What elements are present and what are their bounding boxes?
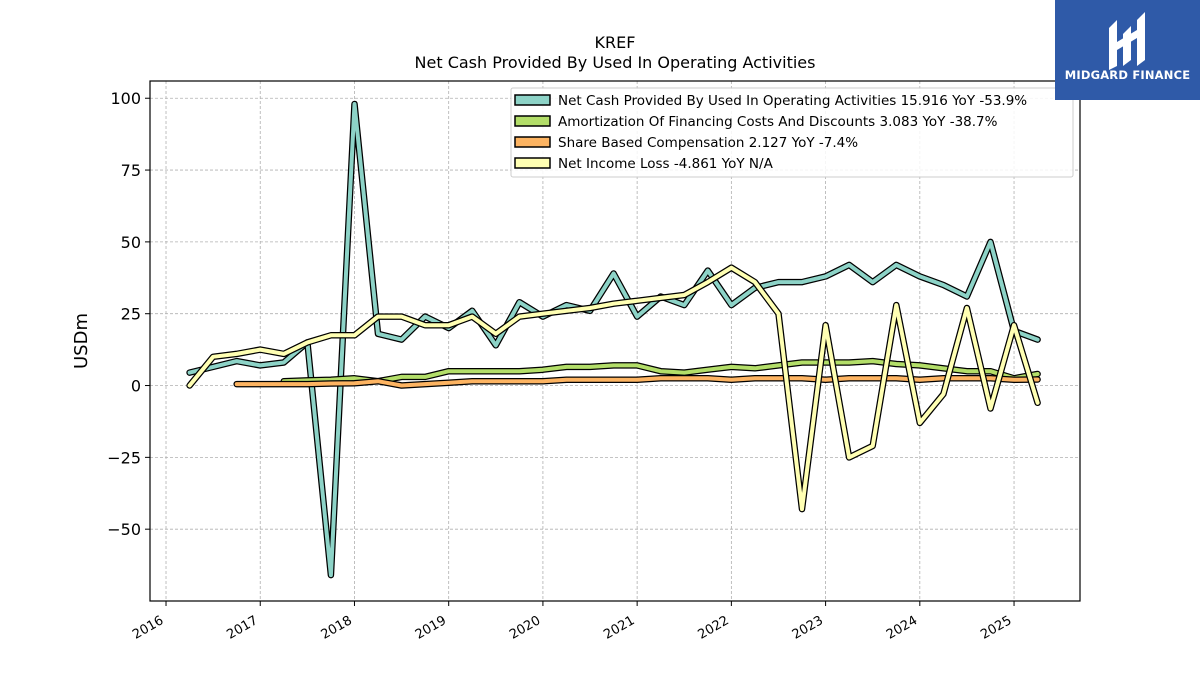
series-layer: [186, 100, 1041, 579]
logo-text: MIDGARD FINANCE: [1064, 68, 1191, 82]
chart-title: KREF: [595, 33, 636, 52]
series-line: [280, 357, 1041, 385]
legend-swatch: [514, 136, 551, 148]
x-tick-label: 2025: [978, 613, 1014, 643]
series-line: [186, 100, 1041, 579]
legend-label: Net Cash Provided By Used In Operating A…: [558, 93, 1027, 109]
series-path: [281, 359, 1040, 384]
legend-swatch: [514, 94, 551, 106]
legend-label: Share Based Compensation 2.127 YoY -7.4%: [558, 135, 858, 151]
x-tick-label: 2016: [130, 613, 166, 643]
y-tick-label: 0: [131, 377, 141, 396]
legend: Net Cash Provided By Used In Operating A…: [510, 87, 1074, 178]
series-path: [187, 265, 1040, 512]
x-tick-label: 2020: [507, 613, 543, 643]
series-path: [234, 376, 1040, 388]
y-tick-label: 75: [121, 161, 141, 180]
x-tick-label: 2019: [413, 613, 449, 643]
legend-label: Amortization Of Financing Costs And Disc…: [558, 114, 998, 130]
x-tick-label: 2021: [601, 613, 637, 643]
x-tick-label: 2017: [224, 613, 260, 643]
y-tick-label: 25: [121, 305, 141, 324]
legend-box: [510, 87, 1074, 178]
brand-logo: MIDGARD FINANCE: [1055, 0, 1200, 100]
x-tick-label: 2022: [696, 613, 732, 643]
y-tick-label: 100: [110, 89, 141, 108]
chart-subtitle: Net Cash Provided By Used In Operating A…: [415, 53, 816, 72]
legend-label: Net Income Loss -4.861 YoY N/A: [558, 156, 774, 172]
y-tick-label: 50: [121, 233, 141, 252]
x-tick-label: 2023: [790, 613, 826, 643]
x-tick-label: 2018: [319, 613, 355, 643]
legend-swatch: [514, 115, 551, 127]
legend-swatch: [514, 157, 551, 169]
series-path: [187, 102, 1040, 578]
plot-frame: [149, 80, 1081, 602]
x-tick-label: 2024: [884, 613, 920, 643]
y-tick-label: −50: [107, 520, 141, 539]
y-tick-label: −25: [107, 448, 141, 467]
midgard-logo-icon: [1109, 12, 1145, 70]
y-axis-label: USDm: [71, 313, 92, 369]
series-line: [186, 264, 1041, 513]
series-line: [233, 375, 1041, 389]
